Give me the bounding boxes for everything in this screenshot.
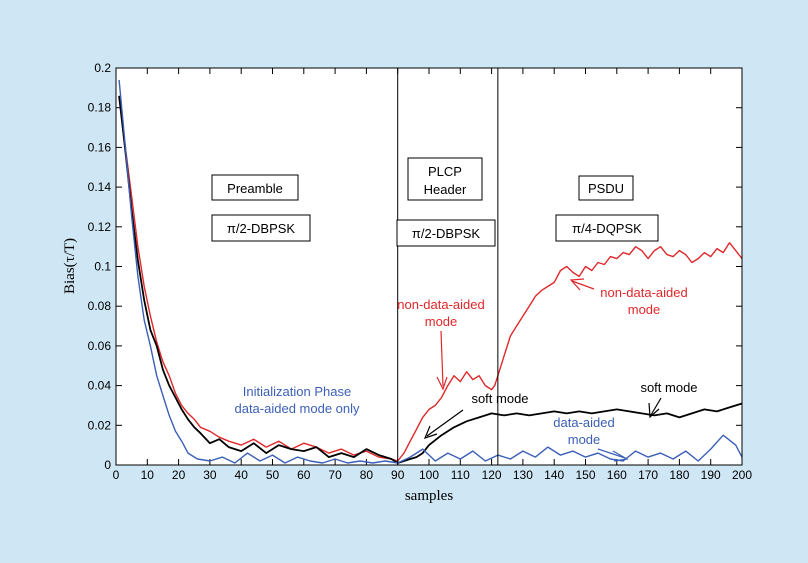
x-tick-label: 20 xyxy=(172,468,186,482)
x-tick-label: 160 xyxy=(607,468,627,482)
x-tick-label: 10 xyxy=(141,468,155,482)
svg-text:soft mode: soft mode xyxy=(640,380,697,395)
x-tick-label: 110 xyxy=(451,468,470,482)
svg-text:Initialization Phase: Initialization Phase xyxy=(243,384,351,399)
y-tick-label: 0.06 xyxy=(88,339,112,353)
x-tick-label: 170 xyxy=(638,468,658,482)
svg-text:π/2-DBPSK: π/2-DBPSK xyxy=(412,226,481,241)
y-tick-label: 0.18 xyxy=(88,101,112,115)
x-axis-label: samples xyxy=(405,488,453,504)
y-axis-label: Bias(τ/T) xyxy=(62,238,78,294)
y-tick-label: 0.2 xyxy=(94,61,111,75)
x-tick-label: 100 xyxy=(419,468,439,482)
y-tick-label: 0 xyxy=(104,458,111,472)
svg-text:Header: Header xyxy=(424,182,467,197)
y-tick-label: 0.04 xyxy=(88,379,112,393)
x-tick-label: 200 xyxy=(732,468,752,482)
annotation-soft-right: soft mode xyxy=(640,380,698,419)
tick-labels: 0 10 20 30 40 50 60 70 80 90 100 110 120 130 140 150 160… xyxy=(88,61,753,482)
y-tick-label: 0.12 xyxy=(88,220,112,234)
series-line-red xyxy=(118,97,743,462)
section-plcp-header: PLCP Header π/2-DBPSK xyxy=(396,157,496,247)
plot-frame xyxy=(115,67,743,466)
svg-text:non-data-aided: non-data-aided xyxy=(600,285,687,300)
annotation-nda-left: non-data-aided mode xyxy=(397,297,485,391)
x-tick-label: 30 xyxy=(203,468,217,482)
x-tick-label: 180 xyxy=(669,468,689,482)
svg-text:non-data-aided: non-data-aided xyxy=(397,297,484,312)
x-tick-label: 60 xyxy=(297,468,311,482)
x-tick-label: 70 xyxy=(328,468,342,482)
y-tick-label: 0.14 xyxy=(88,180,112,194)
x-tick-label: 50 xyxy=(266,468,280,482)
svg-text:data-aided mode only: data-aided mode only xyxy=(234,401,360,416)
section-psdu: PSDU π/4-DQPSK xyxy=(555,175,659,242)
y-tick-label: 0.1 xyxy=(94,260,111,274)
svg-text:π/4-DQPSK: π/4-DQPSK xyxy=(572,221,642,236)
svg-text:PSDU: PSDU xyxy=(588,181,624,196)
x-tick-label: 140 xyxy=(544,468,564,482)
svg-text:data-aided: data-aided xyxy=(553,415,614,430)
x-tick-label: 150 xyxy=(575,468,595,482)
x-tick-label: 90 xyxy=(391,468,405,482)
svg-text:mode: mode xyxy=(628,302,661,317)
svg-text:π/2-DBPSK: π/2-DBPSK xyxy=(227,221,296,236)
x-tick-label: 130 xyxy=(513,468,533,482)
section-preamble: Preamble π/2-DBPSK xyxy=(211,174,311,242)
x-tick-label: 0 xyxy=(113,468,120,482)
plot-area xyxy=(116,68,742,465)
annotation-nda-right: non-data-aided mode xyxy=(569,278,688,317)
y-tick-label: 0.02 xyxy=(88,418,112,432)
y-tick-label: 0.16 xyxy=(88,140,112,154)
axis-ticks xyxy=(115,67,743,466)
annotation-da-right: data-aided mode xyxy=(553,415,629,462)
section-dividers xyxy=(397,68,499,465)
y-tick-label: 0.08 xyxy=(88,299,112,313)
svg-text:soft mode: soft mode xyxy=(471,391,528,406)
svg-text:Preamble: Preamble xyxy=(227,181,283,196)
x-tick-label: 80 xyxy=(360,468,374,482)
x-tick-label: 120 xyxy=(482,468,502,482)
svg-text:mode: mode xyxy=(568,432,601,447)
annotation-init-phase: Initialization Phase data-aided mode onl… xyxy=(234,384,360,416)
svg-text:PLCP: PLCP xyxy=(428,164,462,179)
svg-text:mode: mode xyxy=(425,314,458,329)
x-tick-label: 190 xyxy=(701,468,721,482)
x-tick-label: 40 xyxy=(235,468,249,482)
annotation-soft-left: soft mode xyxy=(423,391,529,439)
